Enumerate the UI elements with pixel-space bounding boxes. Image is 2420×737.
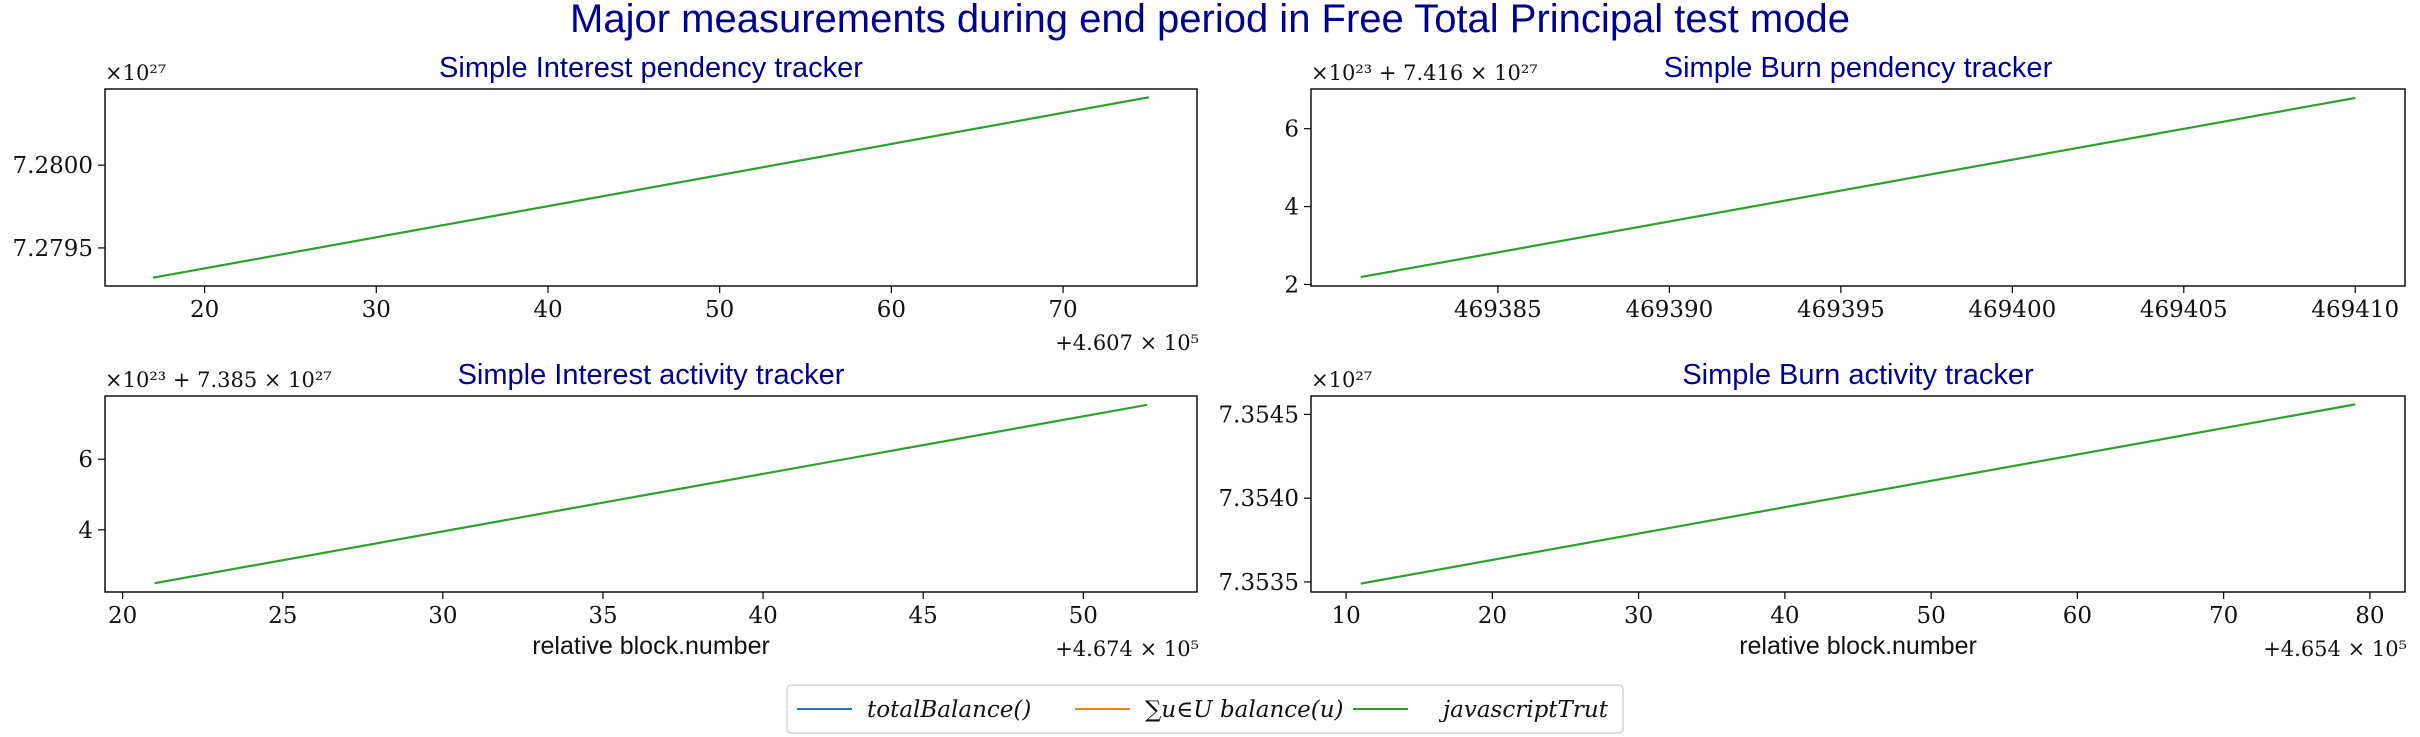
- x-tick-label: 80: [2355, 603, 2384, 629]
- x-tick-label: 25: [268, 603, 297, 629]
- series-line-interest-activity: [154, 403, 1148, 585]
- x-offset-label-burn-activity: +4.654 × 10⁵: [2263, 637, 2407, 661]
- y-tick-label: 6: [1284, 117, 1299, 143]
- series-line-burn-pendency: [1360, 96, 2356, 279]
- x-tick-label: 50: [1916, 603, 1945, 629]
- x-tick-label: 469390: [1625, 297, 1713, 323]
- x-tick-label: 469395: [1797, 297, 1885, 323]
- x-offset-label-interest-activity: +4.674 × 10⁵: [1055, 637, 1199, 661]
- x-tick-label: 40: [748, 603, 777, 629]
- x-tick-label: 469405: [2140, 297, 2228, 323]
- y-tick-label: 7.3540: [1219, 486, 1299, 512]
- x-tick-label: 70: [1048, 297, 1077, 323]
- panel-interest-activity: Simple Interest activity tracker 20 25 30 35…: [78, 359, 1199, 661]
- legend-label-sum-balance: ∑u∈U balance(u): [1145, 697, 1344, 723]
- legend-label-javascript-trut: javascriptTrut: [1438, 697, 1609, 723]
- x-axis-label-interest-activity: relative block.number: [532, 632, 770, 660]
- x-tick-label: 40: [533, 297, 562, 323]
- panel-title-interest-pendency: Simple Interest pendency tracker: [439, 52, 863, 84]
- x-tick-label: 10: [1331, 603, 1360, 629]
- y-offset-label-burn-activity: ×10²⁷: [1311, 368, 1372, 392]
- axes-frame-interest-activity: [104, 395, 1198, 593]
- x-tick-label: 469400: [1968, 297, 2056, 323]
- y-offset-label-burn-pendency: ×10²³ + 7.416 × 10²⁷: [1311, 61, 1538, 85]
- x-tick-label: 20: [190, 297, 219, 323]
- x-tick-label: 45: [909, 603, 938, 629]
- x-tick-label: 40: [1770, 603, 1799, 629]
- legend: totalBalance() ∑u∈U balance(u) javascrip…: [786, 684, 1624, 734]
- y-offset-label-interest-pendency: ×10²⁷: [105, 61, 166, 85]
- x-tick-label: 50: [1069, 603, 1098, 629]
- figure-title: Major measurements during end period in …: [570, 0, 1850, 41]
- x-tick-label: 60: [877, 297, 906, 323]
- y-tick-label: 4: [78, 518, 93, 544]
- y-tick-label: 2: [1284, 272, 1299, 298]
- x-tick-label: 30: [428, 603, 457, 629]
- x-tick-label: 70: [2209, 603, 2238, 629]
- x-tick-label: 30: [362, 297, 391, 323]
- y-tick-label: 6: [78, 447, 93, 473]
- x-tick-label: 20: [108, 603, 137, 629]
- y-tick-label: 7.3535: [1219, 570, 1299, 596]
- axes-frame-interest-pendency: [104, 88, 1198, 287]
- y-tick-label: 7.3545: [1219, 402, 1299, 428]
- panel-title-burn-pendency: Simple Burn pendency tracker: [1664, 52, 2053, 84]
- axes-frame-burn-pendency: [1310, 88, 2406, 287]
- series-line-burn-activity: [1360, 403, 2356, 585]
- x-tick-label: 60: [2063, 603, 2092, 629]
- x-tick-label: 469385: [1454, 297, 1542, 323]
- x-tick-label: 20: [1478, 603, 1507, 629]
- legend-frame: [786, 684, 1624, 734]
- x-tick-label: 469410: [2311, 297, 2399, 323]
- panel-title-interest-activity: Simple Interest activity tracker: [458, 359, 845, 391]
- x-tick-label: 30: [1624, 603, 1653, 629]
- panel-burn-pendency: Simple Burn pendency tracker 469385 469390…: [1284, 52, 2406, 323]
- x-tick-label: 35: [588, 603, 617, 629]
- x-tick-label: 50: [705, 297, 734, 323]
- y-tick-label: 4: [1284, 195, 1299, 221]
- x-offset-label-interest-pendency: +4.607 × 10⁵: [1055, 331, 1199, 355]
- panel-interest-pendency: Simple Interest pendency tracker 20 30 40 50…: [13, 52, 1199, 355]
- x-axis-label-burn-activity: relative block.number: [1739, 632, 1977, 660]
- series-line-interest-pendency: [152, 96, 1150, 279]
- panel-burn-activity: Simple Burn activity tracker 10 20 30 40 50 60…: [1219, 359, 2407, 661]
- legend-label-total-balance: totalBalance(): [867, 697, 1031, 723]
- panel-title-burn-activity: Simple Burn activity tracker: [1682, 359, 2034, 391]
- y-tick-label: 7.2800: [13, 153, 93, 179]
- y-offset-label-interest-activity: ×10²³ + 7.385 × 10²⁷: [105, 368, 332, 392]
- axes-frame-burn-activity: [1310, 395, 2406, 593]
- y-tick-label: 7.2795: [13, 236, 93, 262]
